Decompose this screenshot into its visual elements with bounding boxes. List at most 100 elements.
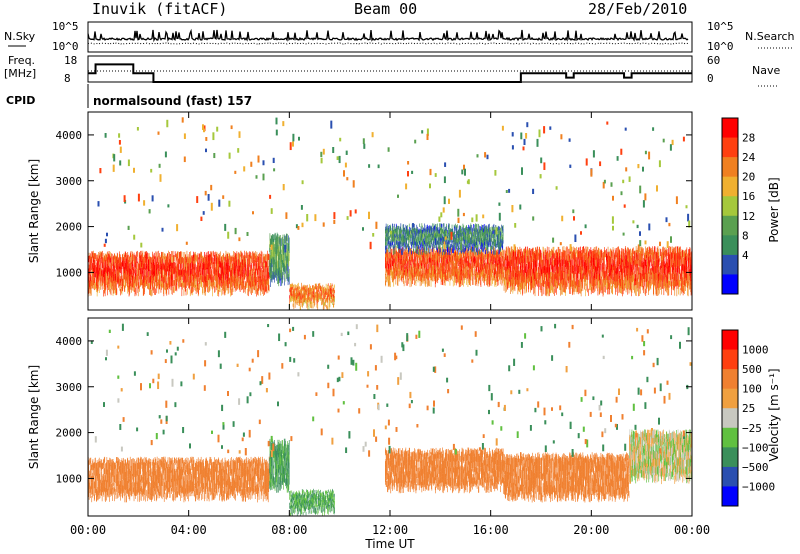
heatmap-cell [452, 263, 454, 270]
heatmap-cell [397, 244, 399, 249]
heatmap-cell [445, 275, 447, 281]
heatmap-cell [208, 254, 210, 262]
heatmap-cell [439, 274, 441, 280]
heatmap-cell [210, 254, 212, 261]
heatmap-cell [437, 250, 439, 256]
heatmap-cell [132, 275, 134, 282]
heatmap-cell [463, 267, 465, 273]
heatmap-cell [92, 268, 93, 275]
heatmap-cell [265, 285, 267, 292]
heatmap-cell [412, 252, 414, 258]
heatmap-cell [282, 257, 284, 265]
heatmap-cell [216, 258, 218, 265]
heatmap-cell [428, 275, 430, 281]
heatmap-cell [438, 241, 439, 246]
heatmap-cell [179, 252, 181, 258]
heatmap-cell [171, 288, 173, 295]
heatmap-cell [104, 274, 106, 281]
heatmap-cell [98, 270, 100, 277]
heatmap-cell [393, 229, 395, 234]
heatmap-cell [105, 253, 107, 260]
heatmap-cell [393, 236, 395, 241]
heatmap-cell [491, 269, 493, 275]
heatmap-cell [100, 277, 101, 284]
heatmap-cell [490, 262, 492, 268]
heatmap-cell [278, 260, 279, 269]
heatmap-cell [202, 262, 204, 270]
heatmap-cell [432, 223, 434, 227]
heatmap-cell [448, 272, 450, 278]
heatmap-cell [127, 252, 129, 258]
heatmap-cell [423, 238, 425, 243]
heatmap-cell [387, 228, 388, 233]
heatmap-cell [114, 278, 116, 285]
heatmap-cell [174, 267, 175, 274]
heatmap-cell [197, 286, 198, 293]
heatmap-cell [95, 271, 97, 278]
heatmap-cell [297, 287, 299, 291]
heatmap-cell [385, 252, 387, 258]
heatmap-cell [451, 253, 452, 259]
heatmap-cell [167, 281, 169, 288]
heatmap-cell [499, 278, 501, 285]
heatmap-cell [475, 257, 476, 263]
heatmap-cell [422, 272, 423, 279]
heatmap-cell [295, 293, 296, 296]
heatmap-cell [182, 257, 184, 264]
heatmap-cell [326, 288, 327, 292]
heatmap-cell [108, 265, 109, 272]
heatmap-cell [176, 285, 178, 292]
heatmap-cell [266, 253, 268, 260]
heatmap-cell [133, 266, 134, 274]
heatmap-cell [295, 294, 297, 298]
heatmap-cell [434, 239, 436, 244]
heatmap-cell [110, 258, 111, 264]
heatmap-cell [154, 269, 155, 276]
heatmap-cell [494, 252, 495, 258]
heatmap-cell [143, 289, 145, 296]
heatmap-cell [98, 263, 99, 270]
heatmap-cell [264, 266, 266, 273]
heatmap-cell [188, 264, 189, 271]
heatmap-cell [500, 271, 501, 278]
heatmap-cell [187, 256, 188, 263]
heatmap-cell [128, 283, 130, 290]
heatmap-cell [270, 272, 272, 281]
heatmap-cell [140, 261, 142, 269]
heatmap-cell [432, 256, 434, 262]
heatmap-cell [107, 256, 108, 264]
heatmap-cell [463, 262, 465, 268]
heatmap-cell [468, 273, 470, 280]
heatmap-cell [486, 257, 488, 264]
heatmap-cell [499, 273, 501, 279]
heatmap-cell [143, 261, 145, 268]
heatmap-cell [282, 275, 283, 283]
heatmap-cell [220, 263, 221, 269]
heatmap-cell [113, 287, 114, 294]
heatmap-cell [286, 273, 288, 281]
heatmap-cell [425, 258, 426, 265]
heatmap-cell [249, 268, 251, 275]
heatmap-cell [413, 259, 414, 265]
beam-title: Beam 00 [354, 0, 417, 18]
heatmap-cell [304, 299, 306, 303]
heatmap-cell [473, 261, 475, 267]
heatmap-cell [231, 280, 233, 287]
heatmap-cell [390, 252, 392, 258]
heatmap-cell [163, 287, 164, 295]
heatmap-cell [432, 237, 434, 242]
heatmap-cell [322, 291, 323, 295]
heatmap-cell [195, 287, 197, 294]
heatmap-cell [392, 276, 394, 283]
heatmap-cell [131, 255, 132, 262]
heatmap-cell [155, 263, 156, 270]
heatmap-cell [276, 269, 278, 277]
heatmap-cell [489, 262, 491, 269]
heatmap-cell [178, 271, 180, 278]
heatmap-cell [408, 269, 410, 276]
heatmap-cell [476, 265, 478, 272]
heatmap-cell [421, 260, 423, 266]
heatmap-cell [218, 284, 219, 291]
heatmap-cell [502, 266, 504, 273]
heatmap-cell [248, 258, 250, 265]
